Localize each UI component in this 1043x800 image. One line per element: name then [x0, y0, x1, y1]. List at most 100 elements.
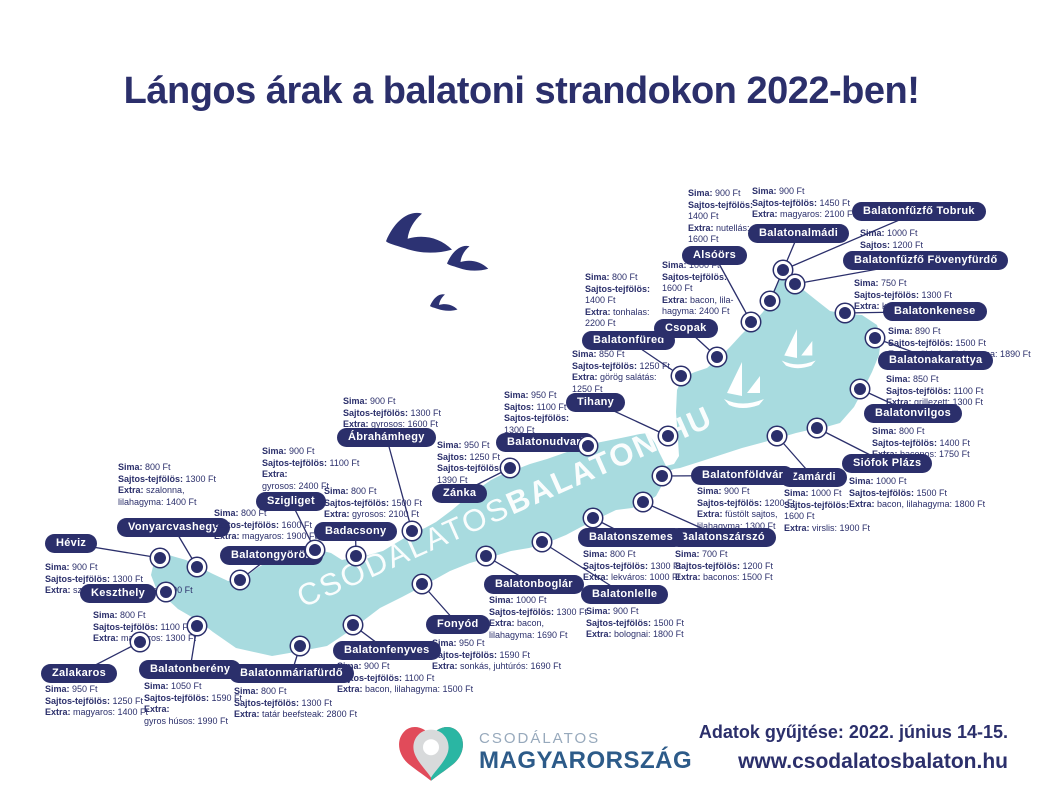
footer: CSODÁLATOS MAGYARORSZÁG Adatok gyűjtése:…	[0, 712, 1043, 800]
location-dot-balatonkenese	[836, 304, 854, 322]
location-prices-vonyarcvashegy: Sima: 800 Ft Sajtos-tejfölös: 1300 Ft Extr…	[118, 462, 217, 507]
birds-group	[386, 212, 489, 311]
location-prices-balatonszemes: Sima: 800 Ft Sajtos-tejfölös: 1300 Ft Extr…	[583, 549, 682, 582]
connector-line-brah-mhegy	[385, 437, 413, 532]
location-pill-balatonf-red: Balatonfüred	[582, 331, 676, 350]
location-dot-balatonsz-rsz	[634, 493, 652, 511]
location-dot-balatongy-r-k	[231, 571, 249, 589]
location-pill-zam-rdi: Zamárdi	[780, 468, 847, 487]
location-pill-vonyarcvashegy: Vonyarcvashegy	[117, 518, 230, 537]
location-pill-balatonf-zf-tobruk: Balatonfűzfő Tobruk	[852, 202, 986, 221]
location-pill-als-rs: Alsóörs	[682, 246, 748, 265]
location-pill-balatonvilgos: Balatonvilgos	[864, 404, 963, 423]
location-prices-balatonbogl-r: Sima: 1000 Ft Sajtos-tejfölös: 1300 Ft Ext…	[489, 595, 588, 640]
location-dot-csopak	[708, 348, 726, 366]
location-dot-als-rs	[742, 313, 760, 331]
location-pill-balatonudvari: Balatonudvari	[496, 433, 596, 452]
location-pill-tihany: Tihany	[566, 393, 626, 412]
connector-line-balatonf-zf-tobruk	[782, 210, 920, 271]
connector-line-als-rs	[713, 255, 752, 323]
location-prices-csopak: Sima: 1000 Ft Sajtos-tejfölös: 1600 Ft Extr…	[662, 260, 734, 316]
bird-icon	[386, 212, 452, 253]
data-collection-note: Adatok gyűjtése: 2022. június 14-15.	[698, 722, 1008, 742]
location-dot-si-fok-pl-zs	[808, 419, 826, 437]
location-dot-balatonm-riaf-rd	[291, 637, 309, 655]
location-dot-z-nka	[501, 459, 519, 477]
location-dot-fony-d	[413, 575, 431, 593]
location-pill-balatongy-r-k: Balatongyörök	[220, 546, 323, 565]
sailboat-icon	[781, 329, 816, 369]
lake-balaton-shape	[151, 271, 881, 656]
location-dot-balatonudvari	[579, 437, 597, 455]
footer-logo: CSODÁLATOS MAGYARORSZÁG	[395, 720, 692, 784]
location-dot-balatonf-zf-tobruk	[774, 261, 792, 279]
location-pill-badacsony: Badacsony	[314, 522, 398, 541]
location-pill-balatonbogl-r: Balatonboglár	[484, 575, 584, 594]
location-prices-si-fok-pl-zs: Sima: 1000 Ft Sajtos-tejfölös: 1500 Ft Ext…	[849, 476, 986, 509]
location-pill-zalakaros: Zalakaros	[41, 664, 118, 683]
location-prices-balatongy-r-k: Sima: 800 Ft Sajtos-tejfölös: 1600 Ft Extr…	[214, 508, 318, 541]
location-pill-balatonf-zf-f-venyf-rd: Balatonfűzfő Fövenyfürdő	[843, 251, 1009, 270]
location-prices-balatonsz-rsz: Sima: 700 Ft Sajtos-tejfölös: 1200 Ft Extr…	[675, 549, 774, 582]
location-prices-balatonudvari: Sima: 950 Ft Sajtos: 1100 Ft Sajtos-tejföl…	[504, 390, 570, 435]
sailboat-icon	[724, 362, 764, 408]
location-dot-vonyarcvashegy	[188, 558, 206, 576]
location-prices-keszthely: Sima: 800 Ft Sajtos-tejfölös: 1100 Ft Extr…	[93, 610, 197, 643]
logo-text-top: CSODÁLATOS	[479, 729, 601, 747]
location-prices-brah-mhegy: Sima: 900 Ft Sajtos-tejfölös: 1300 Ft Extr…	[343, 396, 442, 429]
location-dot-balatonvilgos	[851, 380, 869, 398]
location-pill-z-nka: Zánka	[432, 484, 488, 503]
bird-icon	[447, 245, 489, 271]
website-url: www.csodalatosbalaton.hu	[738, 750, 1008, 773]
location-pill-szigliget: Szigliget	[256, 492, 326, 511]
location-dot-h-viz	[151, 549, 169, 567]
location-prices-balatonlelle: Sima: 900 Ft Sajtos-tejfölös: 1500 Ft Extr…	[586, 606, 685, 639]
location-prices-tihany: Sima: 850 Ft Sajtos-tejfölös: 1250 Ft Extr…	[572, 349, 671, 394]
location-dot-balatonfenyves	[344, 616, 362, 634]
location-pill-csopak: Csopak	[654, 319, 718, 338]
logo-text: CSODÁLATOS MAGYARORSZÁG	[479, 730, 692, 775]
location-dot-balatonf-red	[672, 367, 690, 385]
location-dot-balatonszemes	[584, 509, 602, 527]
location-prices-balatonf-ldv-r: Sima: 900 Ft Sajtos-tejfölös: 1200 Ft Extr…	[697, 486, 796, 531]
location-prices-balatonm-riaf-rd: Sima: 800 Ft Sajtos-tejfölös: 1300 Ft Extr…	[234, 686, 358, 719]
location-prices-zam-rdi: Sima: 1000 Ft Sajtos-tejfölös: 1600 Ft Extr…	[784, 488, 871, 533]
location-dot-balatonalm-di	[761, 292, 779, 310]
location-dot-balatonf-zf-f-venyf-rd	[786, 275, 804, 293]
location-pill-keszthely: Keszthely	[80, 584, 157, 603]
location-prices-balatonf-red: Sima: 800 Ft Sajtos-tejfölös: 1400 Ft Extra…	[585, 272, 651, 328]
location-pill-balatonalm-di: Balatonalmádi	[748, 224, 850, 243]
location-pill-balatonszemes: Balatonszemes	[578, 528, 684, 547]
location-pill-fony-d: Fonyód	[426, 615, 490, 634]
location-pill-brah-mhegy: Ábrahámhegy	[337, 428, 436, 447]
location-prices-als-rs: Sima: 900 Ft Sajtos-tejfölös: 1400 Ft Extra…	[688, 188, 754, 244]
location-prices-fony-d: Sima: 950 Ft Sajtos-tejfölös: 1590 Ft Extr…	[432, 638, 562, 671]
location-dot-balatonf-ldv-r	[653, 467, 671, 485]
location-prices-balatonakarattya: Sima: 850 Ft Sajtos-tejfölös: 1100 Ft Extr…	[886, 374, 984, 407]
location-pill-si-fok-pl-zs: Siófok Plázs	[842, 454, 933, 473]
location-pill-h-viz: Héviz	[45, 534, 98, 553]
location-dot-balatonlelle	[533, 533, 551, 551]
heart-pin-icon	[399, 726, 463, 781]
location-pill-balatonf-ldv-r: Balatonföldvár	[691, 466, 795, 485]
bird-icon	[430, 294, 458, 311]
page-title: Lángos árak a balatoni strandokon 2022-b…	[123, 70, 920, 112]
location-dot-badacsony	[347, 547, 365, 565]
location-prices-z-nka: Sima: 950 Ft Sajtos: 1250 Ft Sajtos-tejföl…	[437, 440, 503, 485]
location-pill-balatonfenyves: Balatonfenyves	[333, 641, 441, 660]
location-prices-balatonber-ny: Sima: 1050 Ft Sajtos-tejfölös: 1590 Ft Ext…	[144, 681, 243, 726]
location-pill-balatonm-riaf-rd: Balatonmáriafürdő	[229, 664, 354, 683]
location-dot-szigliget	[306, 541, 324, 559]
location-pill-balatonsz-rsz: Balatonszárszó	[669, 528, 776, 547]
location-dot-tihany	[659, 427, 677, 445]
location-pill-balatonakarattya: Balatonakarattya	[878, 351, 994, 370]
location-dot-balatonakarattya	[866, 329, 884, 347]
location-dot-zam-rdi	[768, 427, 786, 445]
location-dot-brah-mhegy	[403, 522, 421, 540]
location-prices-balatonalm-di: Sima: 900 Ft Sajtos-tejfölös: 1450 Ft Extr…	[752, 186, 856, 219]
location-dot-balatonber-ny	[188, 617, 206, 635]
location-pill-balatonkenese: Balatonkenese	[883, 302, 987, 321]
